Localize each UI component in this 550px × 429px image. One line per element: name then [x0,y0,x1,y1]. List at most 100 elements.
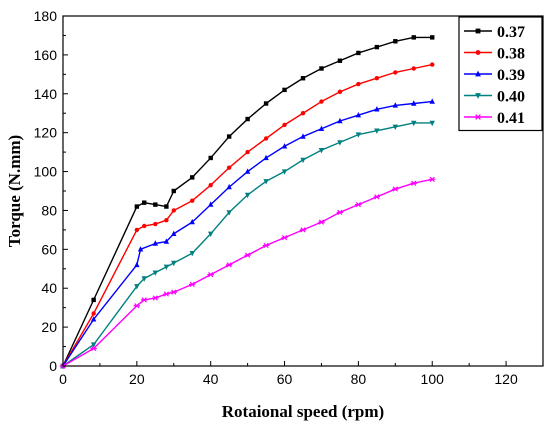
x-tick-label: 120 [494,371,518,387]
y-tick-label: 140 [34,86,58,102]
data-point [319,99,324,104]
series-0.37 [60,35,435,369]
data-point [190,175,195,180]
x-axis-title: Rotaional speed (rpm) [222,402,384,421]
y-tick-label: 80 [41,202,57,218]
data-point [356,81,361,87]
data-point [225,262,233,268]
legend-item-0.38: 0.38 [464,46,525,63]
data-point [171,260,177,267]
data-point [475,70,481,77]
data-point [170,289,177,295]
data-point [475,93,481,99]
data-point [393,70,398,75]
x-tick-label: 0 [59,371,67,387]
data-point [244,192,251,199]
data-point [207,271,214,278]
data-point [226,210,232,216]
data-point [373,194,381,200]
data-point [430,62,435,67]
x-tick-label: 60 [277,371,293,387]
data-point [474,114,482,120]
data-point [475,28,481,34]
data-point [91,311,96,316]
data-point [300,133,306,139]
data-point [153,202,158,207]
data-point [263,136,269,141]
legend: 0.37 0.38 0.39 0.40 0.41 [458,16,543,132]
data-point [189,251,195,257]
data-point [134,261,140,268]
x-tick-label: 100 [421,371,445,387]
data-point [141,297,148,303]
data-point [189,281,196,287]
y-tick-label: 20 [41,319,57,335]
data-point [226,165,232,170]
data-point [263,154,269,161]
data-point [355,201,362,208]
legend-item-0.40: 0.40 [464,89,525,106]
data-point [318,147,325,154]
data-point [355,132,362,138]
data-point [171,188,176,194]
data-point [263,179,269,185]
data-point [374,76,380,81]
data-point [299,227,307,233]
data-point [356,50,361,56]
y-tick-label: 120 [34,125,58,141]
y-tick-label: 160 [34,47,58,63]
data-point [90,316,97,322]
data-point [189,218,195,225]
data-point [374,128,380,134]
data-point [90,345,97,352]
x-tick-label: 20 [129,371,145,387]
data-point [226,134,232,139]
data-point [245,149,250,155]
data-point [171,230,177,236]
data-point [208,182,213,188]
data-point [411,35,416,40]
data-point [282,87,287,93]
data-point [336,209,344,216]
data-point [318,125,325,131]
data-point [429,120,435,127]
data-point [430,35,435,40]
data-point [337,117,343,124]
data-point [163,291,170,297]
y-tick-label: 40 [41,280,57,296]
data-point [208,155,213,161]
data-point [207,231,214,237]
data-point [411,66,416,71]
data-point [337,89,343,95]
data-point [300,157,306,164]
data-point [475,50,481,55]
data-point [137,246,144,252]
data-point [190,198,195,203]
ticks-layer: 0 20 40 60 80 100 120 0 20 40 60 80 100 120 140 160 180 [34,8,518,387]
data-point [374,106,380,112]
data-point [164,217,169,223]
data-point [319,66,324,71]
data-point [281,143,288,149]
data-point [163,264,170,271]
data-point [355,111,362,118]
data-point [164,204,169,209]
data-point [142,223,147,229]
y-tick-label: 60 [41,241,57,257]
data-point [393,39,398,44]
legend-item-0.37: 0.37 [464,24,525,41]
data-point [410,180,417,186]
data-point [429,176,436,182]
data-point [392,102,399,108]
data-point [142,200,147,205]
series-0.39 [60,98,435,369]
series-layer [59,35,436,370]
x-tick-label: 80 [351,371,367,387]
data-point [141,276,147,282]
data-point [134,284,140,290]
y-tick-label: 180 [34,8,58,24]
legend-item-0.39: 0.39 [464,67,525,84]
data-point [392,186,399,192]
y-tick-label: 0 [49,358,57,374]
legend-label: 0.39 [497,67,525,84]
